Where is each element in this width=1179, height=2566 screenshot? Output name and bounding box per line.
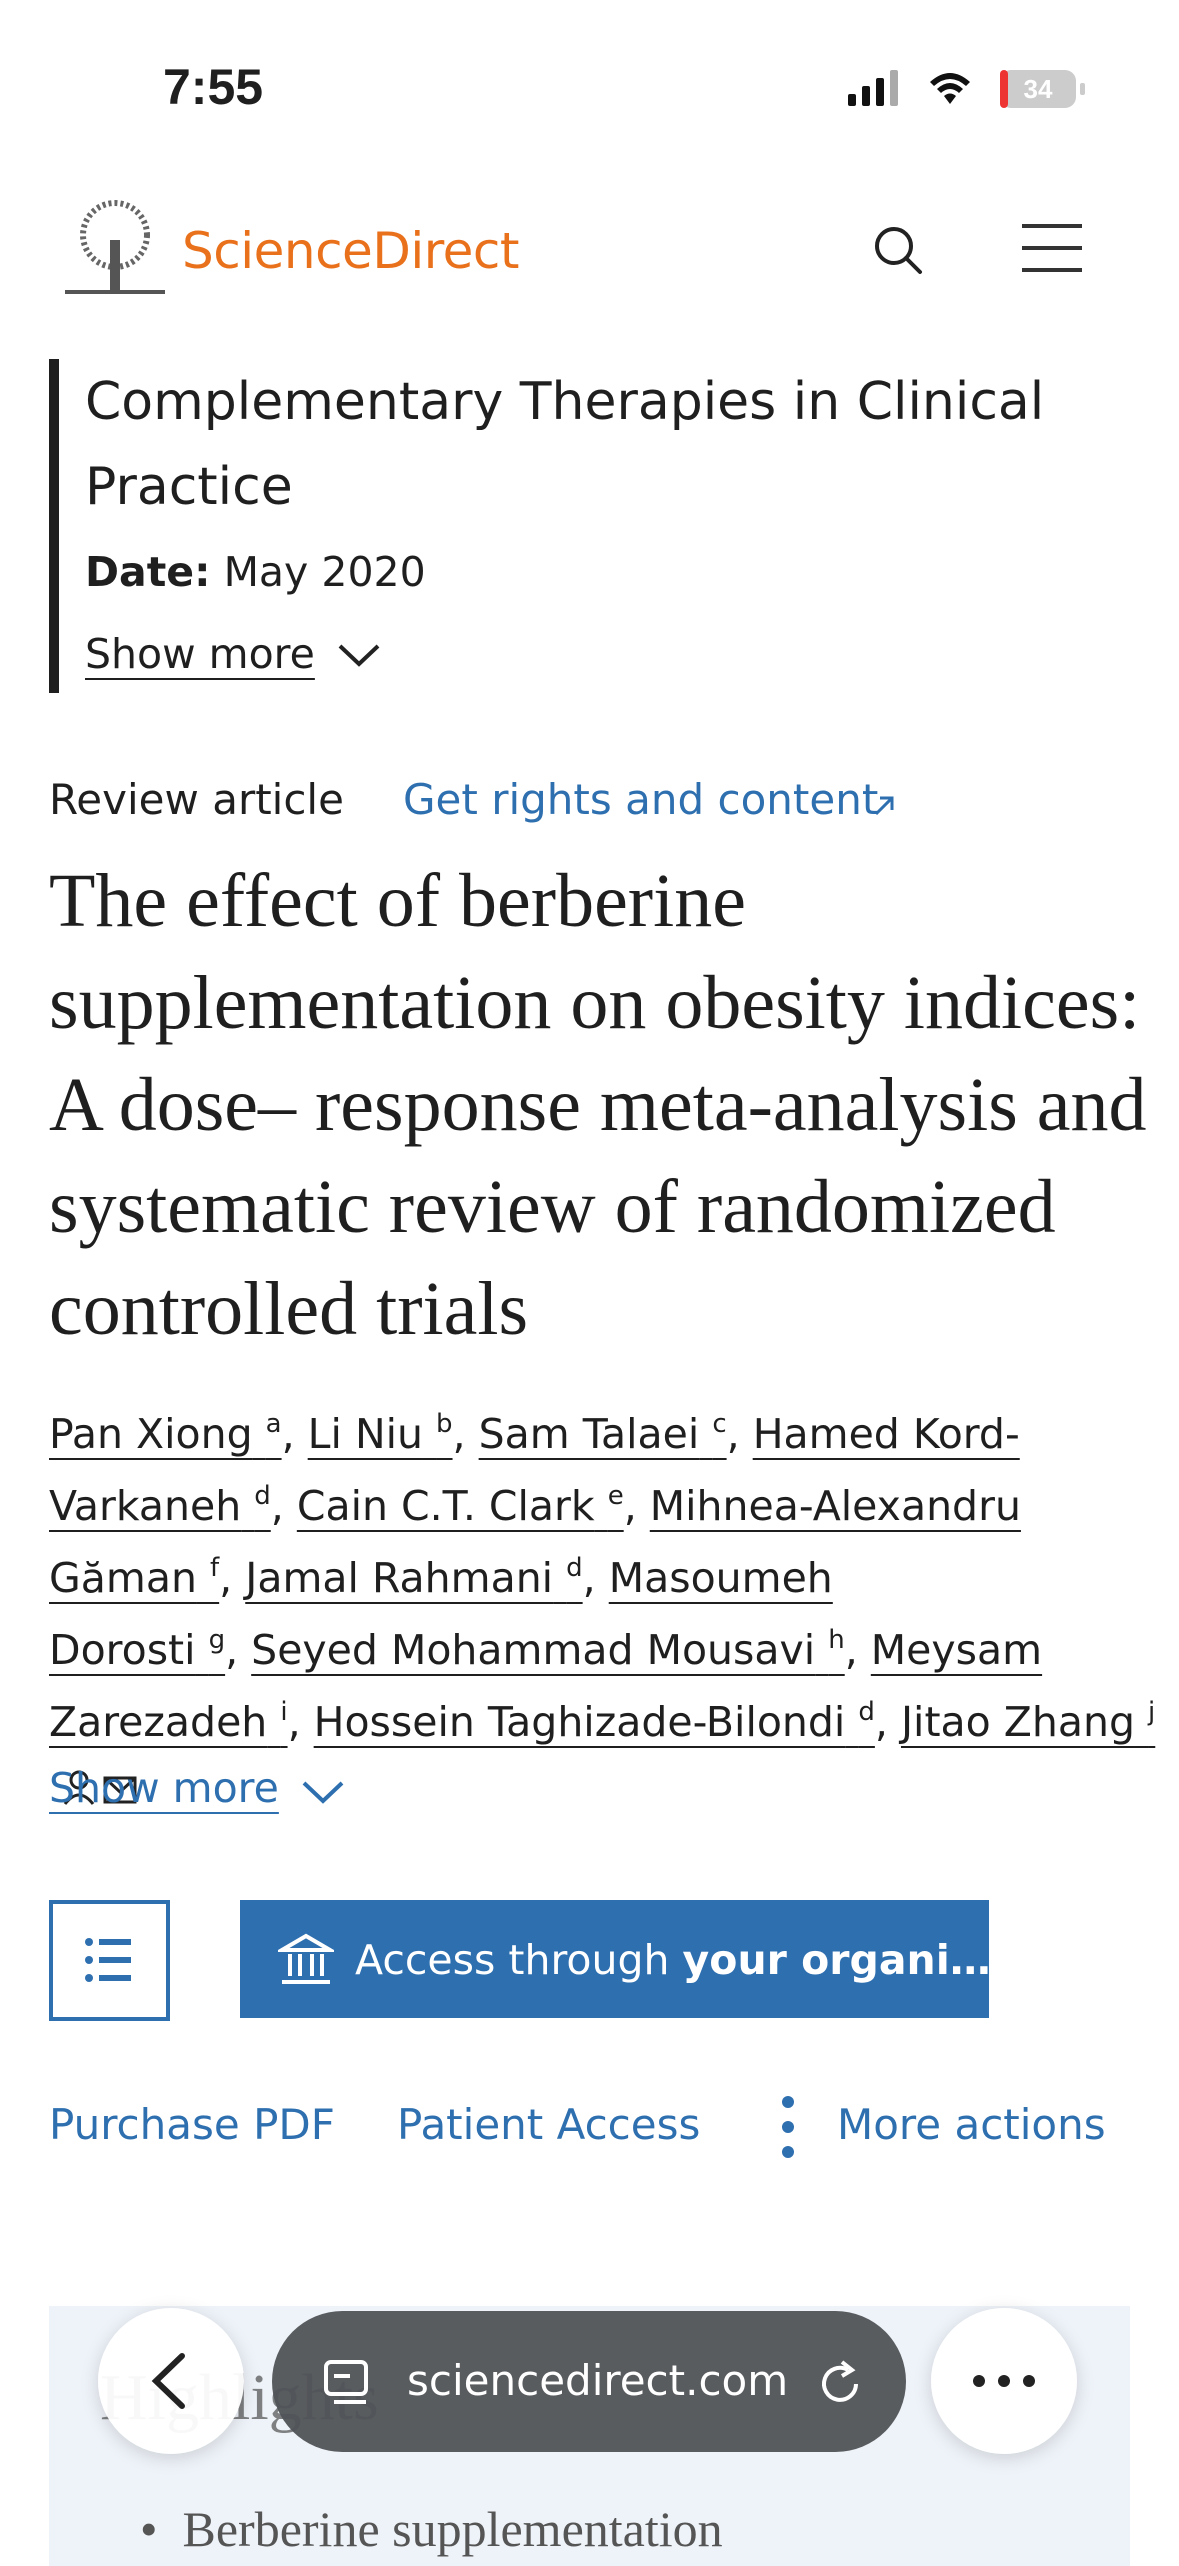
institution-icon (278, 1933, 334, 1984)
more-icon (782, 2096, 794, 2158)
url: sciencedirect.com (407, 2356, 789, 2405)
author[interactable]: Masoumeh Dorosti g (49, 1554, 833, 1674)
toc-icon (85, 1938, 131, 1982)
patient-access[interactable]: Patient Access (397, 2100, 701, 2149)
author[interactable]: Hamed Kord-Varkaneh d (49, 1410, 1020, 1530)
author[interactable]: Meysam Zarezadeh i (49, 1626, 1042, 1746)
back-button[interactable] (98, 2308, 244, 2454)
author-name: Seyed Mohammad Mousavi (251, 1626, 816, 1674)
battery-level: 34 (1024, 74, 1053, 104)
separator (271, 1482, 297, 1530)
show-more-authors[interactable]: Show more (49, 1764, 279, 1812)
separator (453, 1410, 479, 1458)
highlight-bullet: • Berberine supplementation (140, 2501, 723, 2557)
more-button[interactable] (931, 2308, 1077, 2454)
author-name: Pan Xiong (49, 1410, 253, 1458)
author-name: Masoumeh Dorosti (49, 1554, 833, 1674)
author-name: Sam Talaei (478, 1410, 700, 1458)
author-name: Hamed Kord-Varkaneh (49, 1410, 1020, 1530)
menu-icon[interactable] (1020, 222, 1084, 274)
author-affiliation: b (436, 1409, 453, 1439)
separator (225, 1626, 251, 1674)
author-affiliation: c (712, 1409, 727, 1439)
author-list: Pan Xiong aLi Niu bSam Talaei cHamed Kor… (49, 1398, 1159, 1830)
author-affiliation: d (254, 1481, 271, 1511)
author-affiliation: a (265, 1409, 282, 1439)
author[interactable]: Cain C.T. Clark e (297, 1482, 624, 1530)
separator (219, 1554, 245, 1602)
author-affiliation: d (566, 1553, 583, 1583)
tabs-icon (324, 2360, 368, 2404)
url-bar[interactable]: sciencedirect.com (272, 2311, 906, 2452)
author-affiliation: h (828, 1625, 845, 1655)
date-value: May 2020 (223, 548, 426, 596)
author[interactable]: Jamal Rahmani d (245, 1554, 582, 1602)
author[interactable]: Li Niu b (308, 1410, 453, 1458)
search-icon[interactable] (870, 222, 926, 278)
access-button[interactable]: Access through your organi… (240, 1900, 991, 2018)
more-actions[interactable]: More actions (837, 2100, 1106, 2149)
rights-link[interactable]: Get rights and content (403, 775, 879, 824)
author-icons (63, 1770, 137, 1805)
author[interactable]: Sam Talaei c (479, 1410, 727, 1458)
author-name: Meysam Zarezadeh (49, 1626, 1043, 1746)
author-name: Mihnea-Alexandru Găman (49, 1482, 1021, 1602)
author[interactable]: Hossein Taghizade-Bilondi d (314, 1698, 875, 1746)
date-label: Date: (85, 548, 211, 596)
reload-icon[interactable] (812, 2356, 868, 2412)
highlight-text: Berberine supplementation (182, 2501, 723, 2557)
article-type: Review article (49, 775, 344, 824)
separator (875, 1698, 901, 1746)
access-prefix: Access through (355, 1936, 670, 1984)
author[interactable]: Mihnea-Alexandru Găman f (49, 1482, 1021, 1602)
author-affiliation: e (607, 1481, 624, 1511)
separator (624, 1482, 650, 1530)
external-icon (874, 796, 894, 816)
show-more-journal[interactable]: Show more (85, 630, 315, 678)
toc-button[interactable] (49, 1900, 170, 2021)
author-name: Li Niu (307, 1410, 423, 1458)
chevron (338, 644, 380, 667)
article-title: The effect of berberine supplementation … (49, 859, 1147, 1351)
purchase-pdf[interactable]: Purchase PDF (49, 2100, 335, 2149)
separator (845, 1626, 871, 1674)
back-icon (151, 2353, 185, 2409)
separator (727, 1410, 753, 1458)
author-name: Cain C.T. Clark (296, 1482, 595, 1530)
author[interactable]: Pan Xiong a (49, 1410, 282, 1458)
separator (583, 1554, 609, 1602)
author-affiliation: j (1148, 1697, 1156, 1727)
separator (282, 1410, 308, 1458)
journal-bar (49, 359, 59, 693)
chevron (302, 1781, 344, 1804)
elsevier-logo (60, 200, 170, 300)
logo[interactable]: ScienceDirect (182, 222, 520, 280)
separator (288, 1698, 314, 1746)
author-affiliation: f (210, 1553, 220, 1583)
author-affiliation: d (858, 1697, 875, 1727)
journal-title[interactable]: Complementary Therapies in Clinical Prac… (85, 372, 1045, 517)
author-name: Hossein Taghizade-Bilondi (313, 1698, 846, 1746)
journal-date: Date: May 2020 (85, 548, 426, 596)
dots-icon (973, 2375, 1035, 2387)
author-affiliation: i (280, 1697, 288, 1727)
access-bold: your organi… (682, 1936, 991, 1984)
author-affiliation: g (208, 1625, 226, 1655)
author[interactable]: Jitao Zhang j (49, 1698, 1155, 1818)
status-time: 7:55 (163, 59, 264, 115)
author-name: Jamal Rahmani (245, 1554, 554, 1602)
author[interactable]: Seyed Mohammad Mousavi h (251, 1626, 845, 1674)
author-name: Jitao Zhang (900, 1698, 1135, 1746)
status-icons: 34 (848, 70, 1085, 108)
